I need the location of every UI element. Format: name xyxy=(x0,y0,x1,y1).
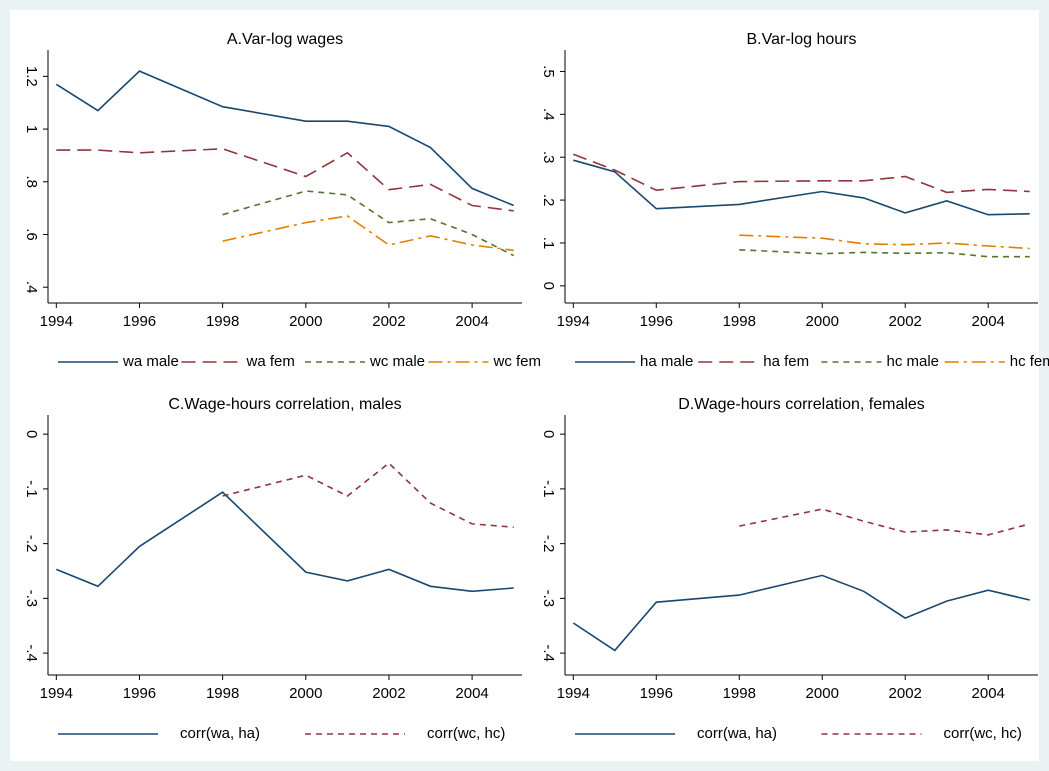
legend-label: wc male xyxy=(369,353,425,370)
x-tick-label: 1998 xyxy=(723,313,756,330)
x-tick-label: 1998 xyxy=(206,685,239,702)
series-line xyxy=(573,159,1030,216)
legend-label: hc male xyxy=(887,353,940,370)
x-tick-label: 1994 xyxy=(40,685,73,702)
series-line xyxy=(572,574,1030,652)
y-tick-label: 0 xyxy=(540,430,557,438)
x-tick-label: 1996 xyxy=(123,313,156,330)
y-tick-label: .2 xyxy=(540,194,557,207)
y-tick-label: -.1 xyxy=(23,480,40,498)
legend-label: corr(wc, hc) xyxy=(427,725,505,742)
x-tick-label: 2004 xyxy=(972,313,1005,330)
y-tick-label: -.2 xyxy=(23,535,40,553)
x-tick-label: 2000 xyxy=(289,313,322,330)
panel-title: B.Var-log hours xyxy=(747,31,857,48)
x-tick-label: 2000 xyxy=(806,685,839,702)
x-tick-label: 2004 xyxy=(455,313,488,330)
y-tick-label: -.1 xyxy=(540,480,557,498)
legend-label: wa fem xyxy=(246,353,295,370)
series-line xyxy=(55,491,514,593)
legend-label: corr(wa, ha) xyxy=(180,725,260,742)
y-tick-label: .4 xyxy=(540,108,557,121)
series-line xyxy=(222,462,514,528)
x-tick-label: 2002 xyxy=(372,685,405,702)
y-tick-label: -.3 xyxy=(540,590,557,608)
y-tick-label: -.3 xyxy=(23,590,40,608)
y-tick-label: 0 xyxy=(23,430,40,438)
y-tick-label: -.2 xyxy=(540,535,557,553)
legend-label: corr(wc, hc) xyxy=(944,725,1022,742)
y-tick-label: .5 xyxy=(540,65,557,78)
y-tick-label: 1 xyxy=(23,125,40,133)
series-line xyxy=(222,190,515,257)
y-tick-label: .8 xyxy=(23,176,40,189)
y-tick-label: -.4 xyxy=(23,644,40,662)
y-tick-label: .6 xyxy=(23,228,40,241)
x-tick-label: 1994 xyxy=(40,313,73,330)
series-line xyxy=(739,249,1030,258)
series-line xyxy=(56,147,514,212)
x-tick-label: 1998 xyxy=(206,313,239,330)
x-tick-label: 2002 xyxy=(372,313,405,330)
x-tick-label: 1996 xyxy=(123,685,156,702)
panel-title: C.Wage-hours correlation, males xyxy=(168,396,401,413)
x-tick-label: 1994 xyxy=(557,685,590,702)
x-tick-label: 2002 xyxy=(889,685,922,702)
x-tick-label: 1996 xyxy=(640,685,673,702)
x-tick-label: 2002 xyxy=(889,313,922,330)
graph-region xyxy=(10,10,1039,761)
series-line xyxy=(573,153,1030,194)
x-tick-label: 1998 xyxy=(723,685,756,702)
panel-title: A.Var-log wages xyxy=(227,31,343,48)
y-tick-label: .1 xyxy=(540,237,557,250)
legend-label: wa male xyxy=(122,353,179,370)
x-tick-label: 2000 xyxy=(289,685,322,702)
legend-label: ha fem xyxy=(763,353,809,370)
x-tick-label: 2000 xyxy=(806,313,839,330)
series-line xyxy=(739,234,1030,250)
series-line xyxy=(222,215,514,252)
legend-label: hc fem xyxy=(1010,353,1049,370)
x-tick-label: 1994 xyxy=(557,313,590,330)
y-tick-label: 0 xyxy=(540,282,557,290)
y-tick-label: 1.2 xyxy=(23,66,40,87)
legend-label: corr(wa, ha) xyxy=(697,725,777,742)
x-tick-label: 1996 xyxy=(640,313,673,330)
legend-label: ha male xyxy=(640,353,693,370)
x-tick-label: 2004 xyxy=(972,685,1005,702)
legend-label: wc fem xyxy=(493,353,542,370)
series-line xyxy=(739,508,1030,536)
x-tick-label: 2004 xyxy=(455,685,488,702)
y-tick-label: .3 xyxy=(540,151,557,164)
series-line xyxy=(55,70,515,207)
panel-title: D.Wage-hours correlation, females xyxy=(678,396,925,413)
y-tick-label: -.4 xyxy=(540,644,557,662)
y-tick-label: .4 xyxy=(23,281,40,294)
